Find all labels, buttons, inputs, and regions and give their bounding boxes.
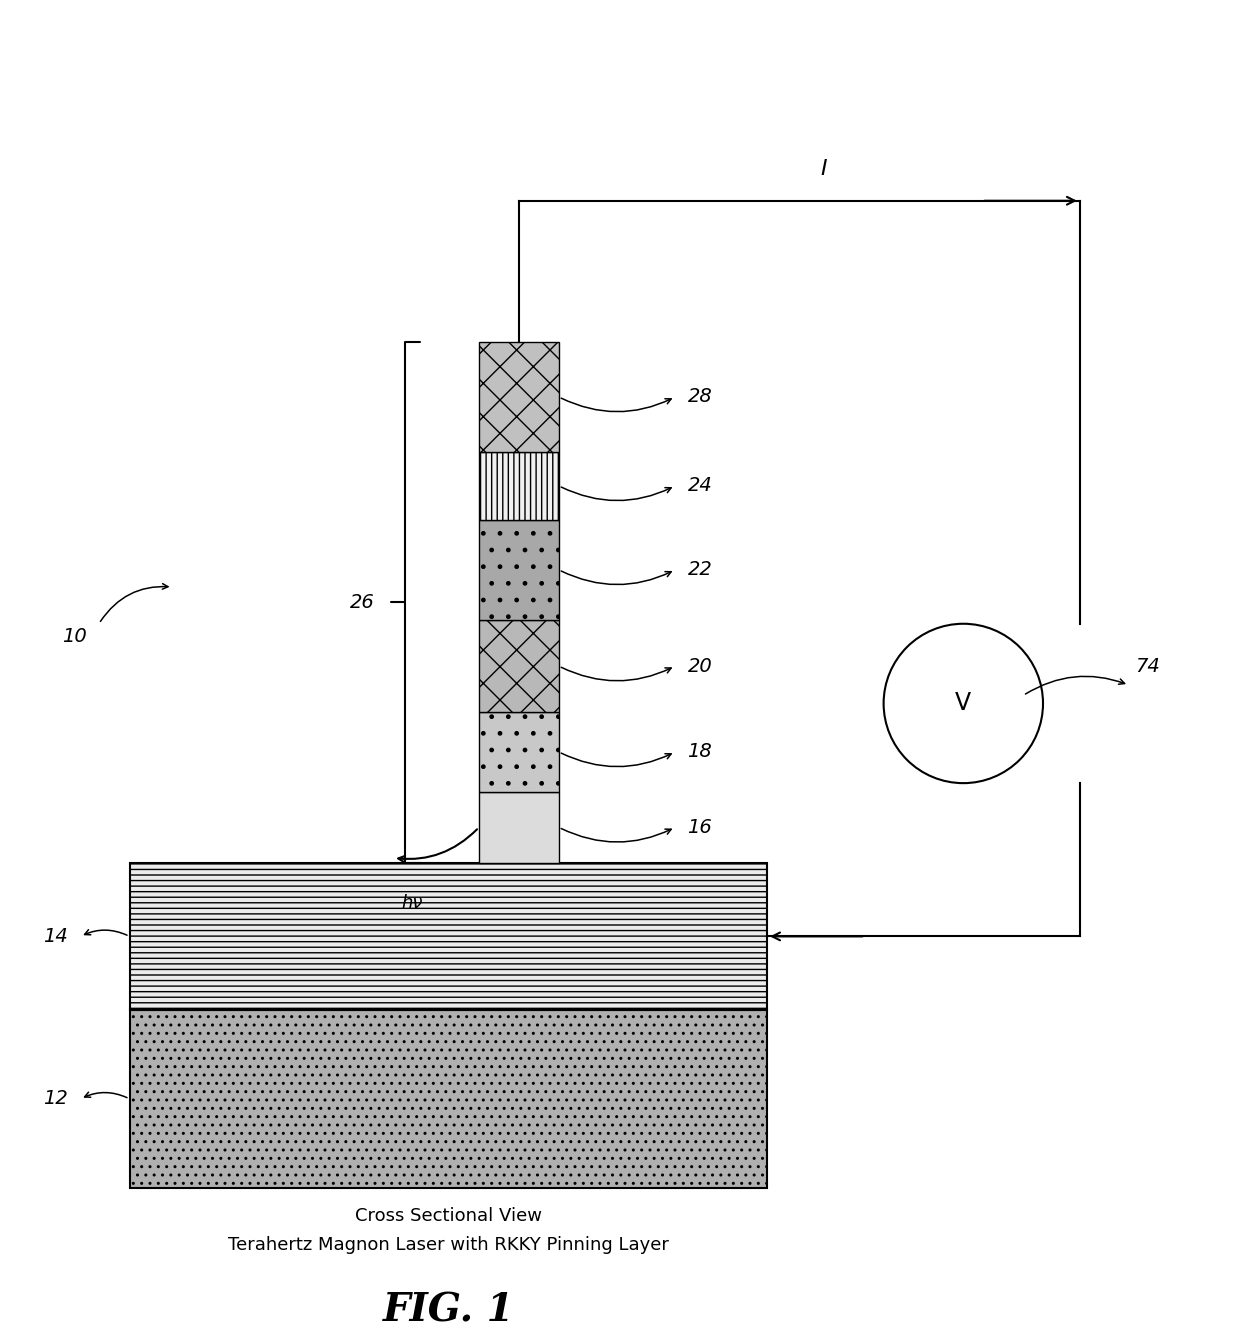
Text: 20: 20 [687, 657, 712, 676]
Text: hν: hν [401, 894, 423, 913]
Text: 10: 10 [62, 626, 87, 645]
Text: 74: 74 [1135, 657, 1159, 676]
Text: 26: 26 [350, 593, 374, 612]
Text: V: V [955, 691, 971, 715]
Bar [479, 620, 559, 712]
Bar [479, 341, 559, 452]
Bar [479, 712, 559, 792]
Text: Cross Sectional View: Cross Sectional View [355, 1207, 542, 1224]
Text: 22: 22 [687, 560, 712, 579]
Bar [479, 520, 559, 620]
Circle shape [884, 624, 1043, 784]
Text: 16: 16 [687, 817, 712, 837]
Text: Terahertz Magnon Laser with RKKY Pinning Layer: Terahertz Magnon Laser with RKKY Pinning… [228, 1236, 668, 1254]
Text: FIG. 1: FIG. 1 [382, 1292, 515, 1331]
Text: 24: 24 [687, 476, 712, 496]
Bar [479, 792, 559, 863]
Text: 18: 18 [687, 742, 712, 762]
Bar [129, 1009, 768, 1188]
Bar [129, 863, 768, 1009]
Text: 14: 14 [43, 927, 68, 946]
Text: 12: 12 [43, 1090, 68, 1109]
Text: 28: 28 [687, 387, 712, 406]
Bar [479, 452, 559, 520]
Text: I: I [821, 159, 827, 179]
